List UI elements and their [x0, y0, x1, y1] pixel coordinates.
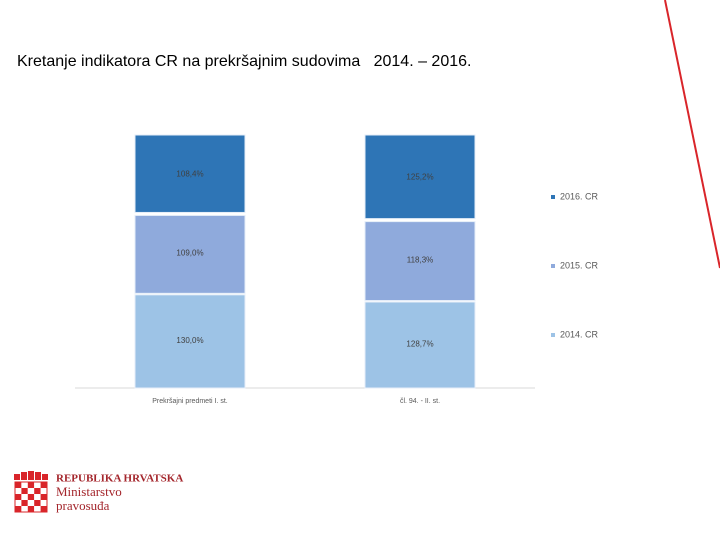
logo-check: [15, 506, 22, 512]
data-label: 130,0%: [176, 336, 203, 345]
data-label: 118,3%: [407, 255, 434, 264]
logo-check: [40, 506, 47, 512]
footer-text: Ministarstvo: [56, 484, 122, 499]
logo-check: [15, 488, 22, 494]
logo-check: [21, 488, 28, 494]
logo-check: [40, 494, 47, 500]
legend-swatch: [551, 195, 555, 199]
logo-check: [21, 482, 28, 488]
x-tick-label: Prekršajni predmeti I. st.: [152, 398, 228, 405]
legend-label: 2016. CR: [560, 191, 599, 201]
logo-check: [40, 488, 47, 494]
data-label: 125,2%: [406, 173, 433, 182]
logo-check: [40, 482, 47, 488]
logo-check: [34, 482, 41, 488]
logo-check: [21, 506, 28, 512]
data-label: 109,0%: [176, 249, 203, 258]
legend-swatch: [551, 333, 555, 337]
bar-segment: [134, 294, 246, 389]
logo-check: [27, 494, 35, 500]
logo-check: [34, 500, 41, 506]
legend-label: 2015. CR: [560, 260, 599, 270]
legend-label: 2014. CR: [560, 329, 599, 339]
footer-text: pravosuđa: [56, 498, 110, 513]
logo-check: [27, 488, 35, 494]
logo-check: [34, 494, 41, 500]
logo: REPUBLIKA HRVATSKA Ministarstvo pravosuđ…: [14, 471, 183, 513]
bar-segment: [134, 214, 246, 294]
decor-line: [664, 0, 720, 269]
bar-segment: [364, 221, 476, 302]
logo-check: [40, 500, 47, 506]
chart-title: Kretanje indikatora CR na prekršajnim su…: [17, 53, 471, 70]
logo-check: [27, 482, 35, 488]
logo-check: [15, 500, 22, 506]
logo-check: [21, 500, 28, 506]
logo-check: [15, 482, 22, 488]
logo-check: [15, 494, 22, 500]
bar-segment: [364, 134, 476, 220]
bar-segment: [364, 301, 476, 389]
logo-check: [21, 494, 28, 500]
data-label: 128,7%: [406, 339, 433, 348]
logo-check: [27, 500, 35, 506]
legend-swatch: [551, 264, 555, 268]
logo-check: [34, 488, 41, 494]
footer-text: REPUBLIKA HRVATSKA: [56, 473, 183, 485]
data-label: 108,4%: [176, 170, 203, 179]
x-tick-label: čl. 94. - II. st.: [400, 398, 440, 405]
logo-check: [34, 506, 41, 512]
bar-segment: [134, 134, 246, 213]
logo-border: [14, 481, 48, 513]
logo-check: [27, 506, 35, 512]
